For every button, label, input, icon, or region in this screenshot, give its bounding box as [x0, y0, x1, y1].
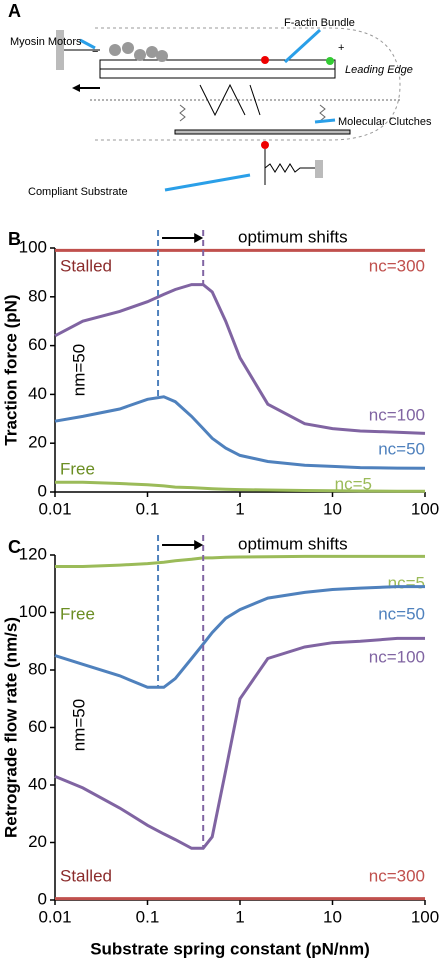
diagram-label: − — [92, 46, 98, 58]
annotation: Free — [60, 604, 95, 623]
panel-label: A — [8, 1, 21, 21]
y-axis-label: Traction force (pN) — [1, 294, 20, 445]
series-line — [55, 480, 425, 493]
diagram-label: Myosin Motors — [10, 36, 82, 48]
y-tick-label: 40 — [28, 384, 47, 403]
x-tick-label: 1 — [235, 499, 244, 518]
annotation: Stalled — [60, 866, 112, 885]
diagram-label: Compliant Substrate — [28, 186, 128, 198]
diagram-label: Leading Edge — [345, 64, 413, 76]
series-label: nc=50 — [378, 439, 425, 458]
annotation: optimum shifts — [238, 227, 348, 246]
series-label: nc=300 — [369, 256, 425, 275]
annotation: nm=50 — [69, 344, 88, 396]
series-label: nc=300 — [369, 866, 425, 885]
x-tick-label: 10 — [323, 907, 342, 926]
x-tick-label: 1 — [235, 907, 244, 926]
series-label: nc=50 — [378, 604, 425, 623]
series-line — [54, 283, 426, 435]
y-tick-label: 20 — [28, 832, 47, 851]
x-tick-label: 0.01 — [38, 499, 71, 518]
y-tick-label: 0 — [38, 481, 47, 500]
y-tick-label: 40 — [28, 774, 47, 793]
x-tick-label: 0.01 — [38, 907, 71, 926]
series-label: nc=100 — [369, 647, 425, 666]
annotation: optimum shifts — [238, 534, 348, 553]
x-tick-label: 10 — [323, 499, 342, 518]
series-label: nc=5 — [335, 474, 372, 493]
series-line — [54, 585, 425, 689]
y-tick-label: 0 — [38, 889, 47, 908]
panel-label: C — [8, 537, 21, 557]
y-tick-label: 120 — [19, 544, 47, 563]
y-axis-label: Retrograde flow rate (nm/s) — [1, 617, 20, 838]
annotation: nm=50 — [69, 699, 88, 751]
x-axis-label: Substrate spring constant (pN/nm) — [90, 939, 370, 958]
y-tick-label: 100 — [19, 237, 47, 256]
y-tick-label: 100 — [19, 602, 47, 621]
x-tick-label: 100 — [411, 907, 439, 926]
y-tick-label: 20 — [28, 433, 47, 452]
diagram-label: + — [338, 42, 344, 54]
diagram-label: Molecular Clutches — [338, 116, 432, 128]
x-tick-label: 0.1 — [136, 907, 160, 926]
y-tick-label: 60 — [28, 335, 47, 354]
series-label: nc=100 — [369, 405, 425, 424]
y-tick-label: 80 — [28, 286, 47, 305]
x-tick-label: 0.1 — [136, 499, 160, 518]
x-tick-label: 100 — [411, 499, 439, 518]
series-label: nc=5 — [388, 573, 425, 592]
series-line — [54, 395, 426, 470]
series-line — [54, 636, 425, 850]
series-line — [55, 554, 425, 568]
schematic: A Myosin Motors F-actin Bundle Leading E… — [8, 1, 432, 198]
annotation: Free — [60, 459, 95, 478]
y-tick-label: 80 — [28, 659, 47, 678]
shift-arrowhead — [194, 233, 204, 243]
diagram-label: F-actin Bundle — [284, 17, 355, 29]
y-tick-label: 60 — [28, 717, 47, 736]
shift-arrowhead — [194, 540, 204, 550]
panel-label: B — [8, 229, 21, 249]
annotation: Stalled — [60, 256, 112, 275]
